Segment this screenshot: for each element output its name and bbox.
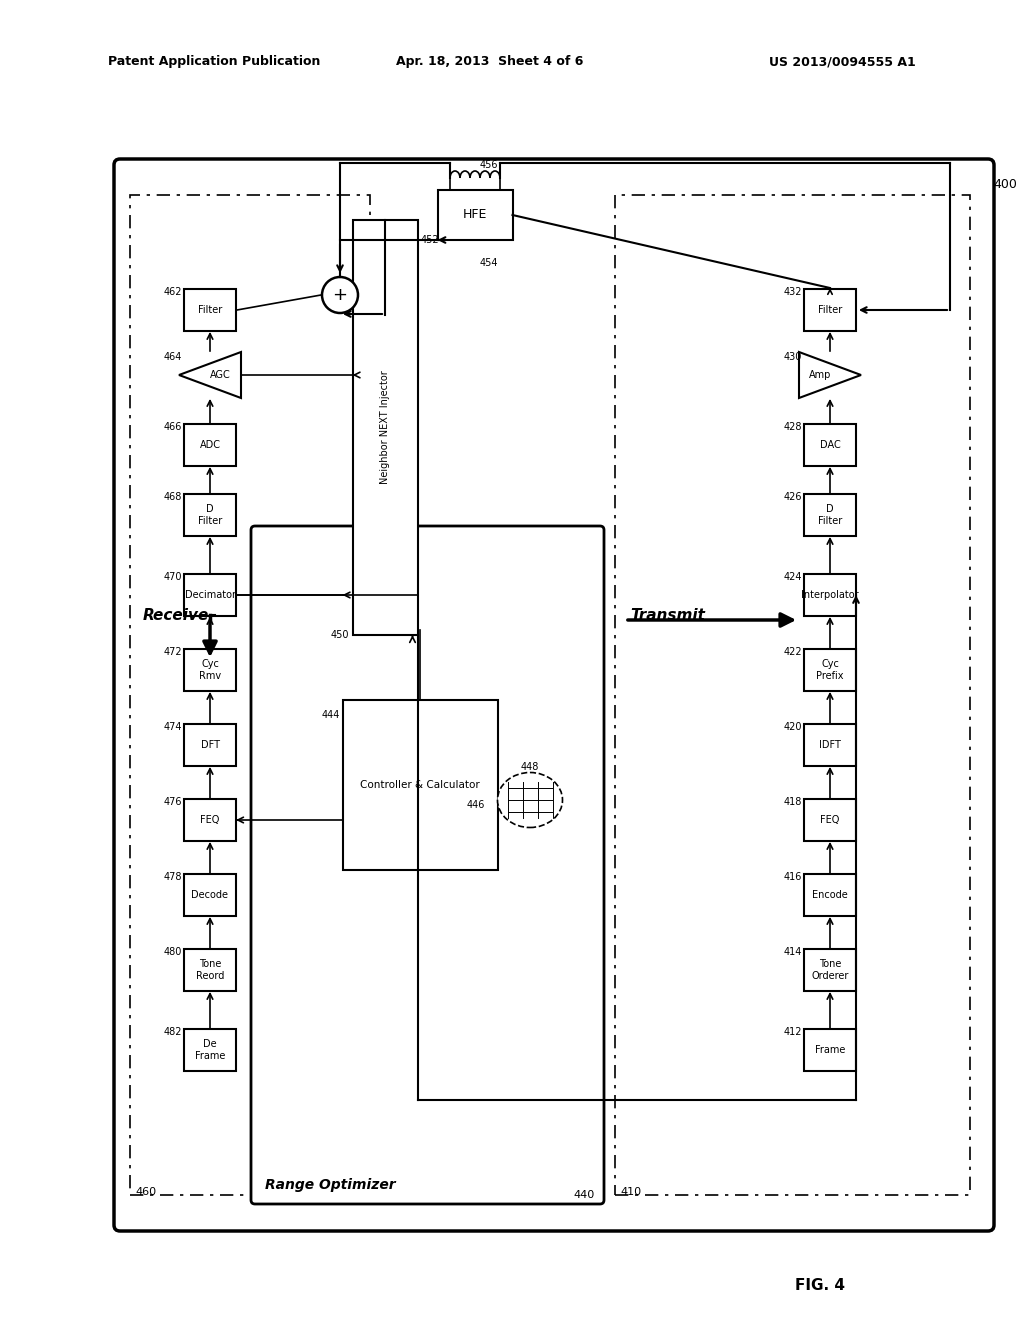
Text: Amp: Amp — [809, 370, 830, 380]
Text: D
Filter: D Filter — [818, 504, 842, 525]
Text: Tone
Reord: Tone Reord — [196, 960, 224, 981]
Text: IDFT: IDFT — [819, 741, 841, 750]
Text: US 2013/0094555 A1: US 2013/0094555 A1 — [769, 55, 916, 69]
Bar — [184, 289, 236, 331]
Text: 432: 432 — [783, 286, 802, 297]
Text: De
Frame: De Frame — [195, 1039, 225, 1061]
Text: Patent Application Publication: Patent Application Publication — [108, 55, 321, 69]
Text: Cyc
Rmv: Cyc Rmv — [199, 659, 221, 681]
Bar — [804, 799, 856, 841]
Text: Interpolator: Interpolator — [801, 590, 859, 601]
Text: DFT: DFT — [201, 741, 219, 750]
FancyBboxPatch shape — [114, 158, 994, 1232]
Bar — [804, 289, 856, 331]
Text: 476: 476 — [164, 797, 182, 807]
Text: 466: 466 — [164, 422, 182, 432]
Text: HFE: HFE — [463, 209, 487, 222]
Text: Transmit: Transmit — [630, 607, 705, 623]
Text: 472: 472 — [164, 647, 182, 657]
Bar — [184, 949, 236, 991]
Text: 422: 422 — [783, 647, 802, 657]
Text: 430: 430 — [783, 352, 802, 362]
Text: 456: 456 — [480, 160, 499, 170]
Text: 450: 450 — [331, 630, 349, 640]
Text: D
Filter: D Filter — [198, 504, 222, 525]
Text: 414: 414 — [783, 946, 802, 957]
Text: Apr. 18, 2013  Sheet 4 of 6: Apr. 18, 2013 Sheet 4 of 6 — [396, 55, 584, 69]
Text: 480: 480 — [164, 946, 182, 957]
Bar — [804, 723, 856, 766]
Text: Range Optimizer: Range Optimizer — [265, 1177, 395, 1192]
Bar — [352, 220, 418, 635]
Polygon shape — [179, 352, 241, 399]
Bar — [184, 574, 236, 616]
Bar — [184, 1030, 236, 1071]
Text: 460: 460 — [135, 1187, 156, 1197]
Text: 444: 444 — [322, 710, 340, 719]
Text: Filter: Filter — [818, 305, 842, 315]
Text: DAC: DAC — [819, 440, 841, 450]
Text: +: + — [333, 286, 347, 304]
Bar — [804, 574, 856, 616]
Text: 482: 482 — [164, 1027, 182, 1038]
Text: AGC: AGC — [210, 370, 230, 380]
Text: ADC: ADC — [200, 440, 220, 450]
Circle shape — [322, 277, 358, 313]
Text: 412: 412 — [783, 1027, 802, 1038]
Text: 452: 452 — [421, 235, 439, 246]
Text: 428: 428 — [783, 422, 802, 432]
Bar — [184, 723, 236, 766]
Text: 424: 424 — [783, 572, 802, 582]
Bar — [184, 799, 236, 841]
Bar — [184, 874, 236, 916]
Text: 426: 426 — [783, 492, 802, 502]
Text: Decode: Decode — [191, 890, 228, 900]
Text: 464: 464 — [164, 352, 182, 362]
Text: Neighbor NEXT Injector: Neighbor NEXT Injector — [380, 371, 390, 484]
Text: FEQ: FEQ — [820, 814, 840, 825]
Text: Frame: Frame — [815, 1045, 845, 1055]
Text: 410: 410 — [620, 1187, 641, 1197]
Text: 474: 474 — [164, 722, 182, 733]
Polygon shape — [799, 352, 861, 399]
Text: 446: 446 — [467, 800, 485, 810]
Bar — [804, 949, 856, 991]
Text: 418: 418 — [783, 797, 802, 807]
Text: Encode: Encode — [812, 890, 848, 900]
Text: 478: 478 — [164, 873, 182, 882]
Text: 448: 448 — [521, 762, 540, 772]
Bar — [184, 494, 236, 536]
Text: Decimator: Decimator — [184, 590, 236, 601]
Text: 454: 454 — [480, 257, 499, 268]
Text: 420: 420 — [783, 722, 802, 733]
Bar — [804, 494, 856, 536]
Bar — [804, 649, 856, 690]
Text: 416: 416 — [783, 873, 802, 882]
Bar — [804, 424, 856, 466]
Ellipse shape — [498, 772, 562, 828]
Bar — [184, 649, 236, 690]
Text: Controller & Calculator: Controller & Calculator — [360, 780, 480, 789]
Text: FEQ: FEQ — [201, 814, 220, 825]
Bar — [804, 874, 856, 916]
Text: 462: 462 — [164, 286, 182, 297]
Text: Cyc
Prefix: Cyc Prefix — [816, 659, 844, 681]
Text: FIG. 4: FIG. 4 — [795, 1278, 845, 1292]
Text: Receive: Receive — [143, 607, 209, 623]
Text: 468: 468 — [164, 492, 182, 502]
Bar — [804, 1030, 856, 1071]
Bar — [437, 190, 512, 240]
Text: Tone
Orderer: Tone Orderer — [811, 960, 849, 981]
Text: Filter: Filter — [198, 305, 222, 315]
Text: 440: 440 — [573, 1191, 595, 1200]
Bar — [342, 700, 498, 870]
FancyBboxPatch shape — [251, 525, 604, 1204]
Bar — [184, 424, 236, 466]
Text: 470: 470 — [164, 572, 182, 582]
Text: 400: 400 — [993, 178, 1017, 191]
